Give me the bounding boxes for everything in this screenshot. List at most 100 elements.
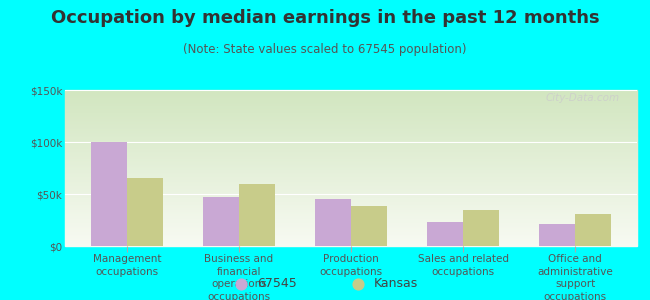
Bar (65, 134, 637, 135)
Bar (65, 240, 637, 241)
Bar (65, 239, 637, 240)
Bar (351, 206, 387, 246)
Bar (65, 110, 637, 111)
Bar (65, 186, 637, 187)
Bar (65, 135, 637, 136)
Bar (65, 112, 637, 113)
Bar (540, 224, 575, 246)
Bar (65, 123, 637, 124)
Bar (65, 154, 637, 155)
Bar (65, 244, 637, 245)
Bar (65, 226, 637, 227)
Bar (65, 160, 637, 161)
Bar (65, 103, 637, 104)
Bar (65, 201, 637, 202)
Bar (65, 141, 637, 142)
Bar (65, 130, 637, 131)
Bar (65, 99, 637, 100)
Bar (65, 122, 637, 123)
Bar (65, 185, 637, 186)
Bar (127, 178, 162, 246)
Bar (65, 129, 637, 130)
Bar (65, 170, 637, 171)
Bar (65, 164, 637, 165)
Bar (65, 137, 637, 138)
Text: Occupation by median earnings in the past 12 months: Occupation by median earnings in the pas… (51, 9, 599, 27)
Bar (65, 218, 637, 219)
Bar (65, 189, 637, 190)
Bar (65, 211, 637, 212)
Bar (65, 114, 637, 115)
Bar (65, 159, 637, 160)
Bar (65, 162, 637, 163)
Bar (65, 199, 637, 200)
Bar (65, 136, 637, 137)
Bar (65, 108, 637, 109)
Bar (65, 233, 637, 234)
Bar (65, 96, 637, 97)
Bar (65, 237, 637, 238)
Bar (65, 163, 637, 164)
Bar (65, 209, 637, 210)
Bar (65, 152, 637, 153)
Bar (65, 221, 637, 222)
Bar (65, 117, 637, 118)
Bar (65, 149, 637, 150)
Bar (65, 120, 637, 121)
Bar (65, 177, 637, 178)
Bar (65, 127, 637, 128)
Text: City-Data.com: City-Data.com (546, 93, 620, 103)
Bar (65, 191, 637, 192)
Bar (65, 227, 637, 228)
Bar (65, 131, 637, 132)
Bar (65, 216, 637, 217)
Bar (65, 132, 637, 133)
Bar (65, 156, 637, 157)
Bar (65, 234, 637, 235)
Bar (65, 90, 637, 91)
Bar (65, 174, 637, 175)
Bar (65, 208, 637, 209)
Bar (65, 150, 637, 151)
Bar (65, 144, 637, 145)
Bar (65, 116, 637, 117)
Bar (65, 97, 637, 98)
Bar (91, 142, 127, 246)
Bar (65, 228, 637, 229)
Bar (65, 126, 637, 127)
Bar (65, 167, 637, 168)
Bar (65, 204, 637, 205)
Bar (65, 197, 637, 198)
Bar (239, 184, 275, 246)
Bar (65, 192, 637, 193)
Bar (65, 178, 637, 179)
Bar (575, 214, 611, 246)
Bar (65, 142, 637, 143)
Bar (65, 219, 637, 220)
Bar (65, 169, 637, 170)
Bar (65, 145, 637, 146)
Bar (65, 155, 637, 156)
Bar (65, 143, 637, 144)
Bar (65, 220, 637, 221)
Bar (65, 111, 637, 112)
Bar (65, 179, 637, 180)
Bar (65, 217, 637, 218)
Bar (65, 115, 637, 116)
Bar (65, 214, 637, 215)
Bar (65, 243, 637, 244)
Bar (65, 121, 637, 122)
Bar (65, 182, 637, 183)
Bar (427, 222, 463, 246)
Bar (65, 183, 637, 184)
Bar (65, 203, 637, 204)
Bar (65, 242, 637, 243)
Bar (65, 231, 637, 232)
Point (235, 281, 246, 286)
Bar (65, 113, 637, 114)
Bar (463, 210, 499, 246)
Bar (65, 225, 637, 226)
Bar (65, 196, 637, 197)
Bar (65, 224, 637, 225)
Bar (65, 139, 637, 140)
